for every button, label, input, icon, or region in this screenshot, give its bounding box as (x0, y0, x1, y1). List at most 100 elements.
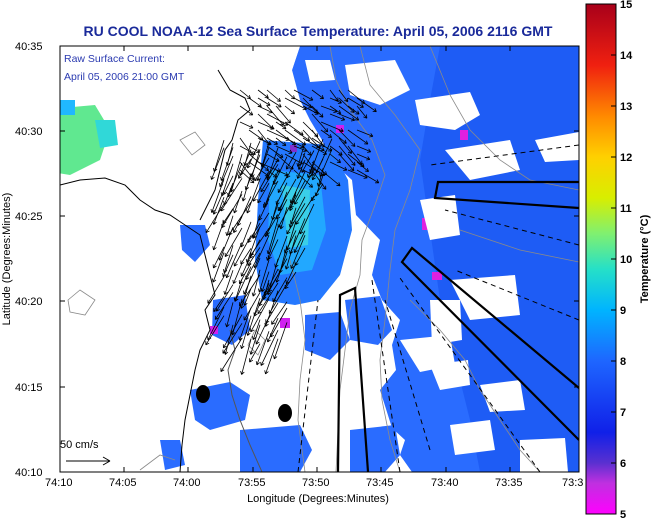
current-vector (302, 145, 312, 156)
current-vector (212, 252, 225, 283)
current-vector (223, 270, 234, 295)
x-tick-label: 73:50 (302, 477, 330, 489)
current-vector (311, 89, 324, 100)
current-vector (271, 301, 288, 325)
colorbar-tick: 10 (620, 254, 632, 266)
current-vector (356, 161, 369, 172)
current-vector (338, 113, 356, 122)
current-vector (257, 183, 270, 204)
y-tick-label: 40:35 (15, 41, 43, 53)
current-vector (329, 113, 346, 121)
current-vector (213, 296, 225, 313)
current-vector (296, 159, 306, 179)
current-vector (338, 129, 356, 147)
current-vector (240, 338, 252, 375)
current-vector (293, 230, 306, 254)
station-marker (278, 404, 292, 422)
colorbar: 15 14 13 12 11 10 9 8 7 6 5 Temperature … (585, 0, 651, 519)
current-vector (260, 271, 270, 293)
coastline (60, 69, 263, 472)
colorbar-tick: 7 (620, 407, 626, 419)
y-tick-label: 40:25 (15, 211, 43, 223)
current-vector (329, 97, 342, 104)
colorbar-tick: 11 (620, 203, 632, 215)
current-vector (338, 105, 360, 121)
current-vector (275, 121, 287, 130)
current-vector (224, 227, 243, 258)
current-vector (246, 178, 261, 214)
current-vector (356, 169, 380, 184)
current-vector (238, 158, 252, 179)
map-title: RU COOL NOAA-12 Sea Surface Temperature:… (84, 23, 553, 39)
current-vector (329, 105, 342, 114)
colorbar-tick: 14 (620, 50, 633, 62)
current-vector (212, 220, 225, 251)
colorbar-tick: 12 (620, 152, 632, 164)
current-vector (243, 288, 252, 306)
colorbar-label: Temperature (°C) (639, 214, 651, 303)
colorbar-tick: 9 (620, 305, 626, 317)
current-vector (233, 216, 243, 233)
current-vector (239, 121, 254, 129)
current-vector (222, 254, 234, 278)
annotation-line-1: Raw Surface Current: (64, 53, 165, 65)
x-tick-label: 73:55 (238, 477, 266, 489)
current-vector (311, 113, 329, 133)
current-vector (264, 338, 279, 375)
x-tick-label: 73:35 (495, 477, 523, 489)
current-vector (239, 105, 254, 116)
current-vector (241, 173, 252, 202)
current-vector (266, 318, 279, 343)
current-vector (205, 203, 225, 234)
x-axis-label: Longitude (Degrees:Minutes) (247, 493, 389, 505)
current-vector (249, 343, 261, 363)
bathymetry-contours (67, 46, 579, 472)
current-vectors (205, 89, 380, 375)
current-vector (286, 203, 306, 235)
current-vector (220, 337, 243, 372)
current-vector (293, 169, 313, 188)
current-vector (207, 276, 225, 304)
current-vector (260, 330, 279, 366)
current-vector (257, 97, 271, 106)
current-vector (246, 297, 261, 336)
current-vector (329, 89, 339, 102)
current-vector (347, 169, 368, 179)
colorbar-tick: 15 (620, 0, 632, 11)
current-vector (347, 105, 360, 115)
current-vector (266, 137, 278, 145)
current-vector (356, 153, 371, 161)
current-vector (255, 316, 270, 345)
current-vector (240, 315, 252, 349)
x-tick-label: 73:3 (562, 477, 583, 489)
colorbar-tick: 6 (620, 458, 626, 470)
current-vector (293, 89, 314, 101)
current-vector (240, 254, 252, 277)
current-vector (285, 152, 297, 170)
annotation-line-2: April 05, 2006 21:00 GMT (64, 71, 185, 83)
current-vector (210, 147, 225, 180)
current-vector (320, 129, 333, 138)
scale-arrow (66, 456, 111, 466)
current-vector (222, 323, 243, 354)
current-vector (356, 105, 368, 119)
current-vector (275, 145, 293, 154)
y-tick-label: 40:20 (15, 296, 43, 308)
current-vector (284, 105, 295, 115)
current-vector (275, 137, 287, 146)
shipping-lanes (297, 144, 579, 472)
current-vector (320, 169, 341, 187)
current-vector (356, 97, 377, 113)
current-vector (297, 152, 306, 170)
colorbar-tick: 13 (620, 101, 632, 113)
y-axis: 40:35 40:30 40:25 40:20 40:15 40:10 Lati… (1, 41, 579, 479)
current-vector (329, 161, 348, 171)
current-vector (212, 246, 225, 269)
current-vector (275, 105, 291, 124)
current-vector (249, 324, 261, 355)
current-vector (273, 322, 288, 360)
current-vector (311, 169, 327, 190)
x-tick-label: 74:10 (45, 477, 73, 489)
current-vector (277, 176, 288, 193)
current-vector (284, 235, 297, 270)
